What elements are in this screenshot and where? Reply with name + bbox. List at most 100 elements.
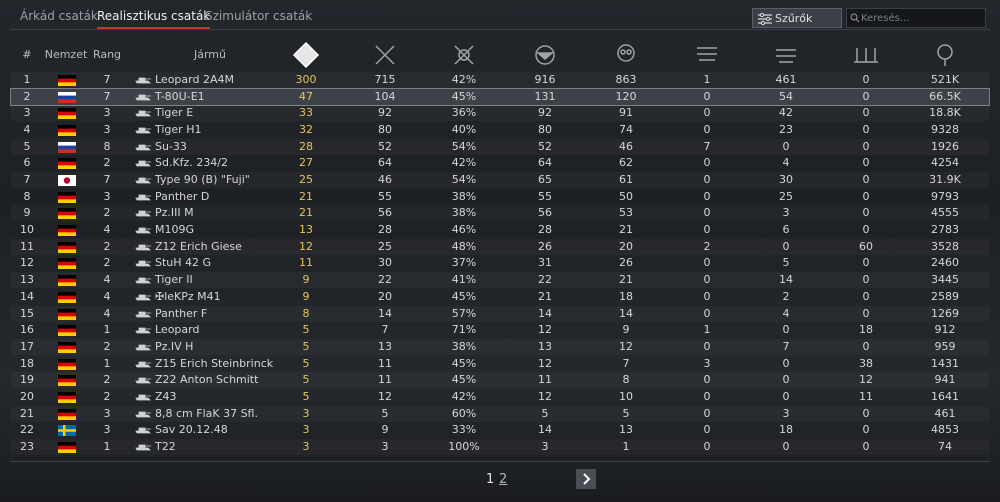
vehicle-icon [135,294,151,301]
nation-flag [58,175,76,187]
table-cell: 959 [934,339,956,353]
table-cell: 3 [302,423,310,437]
flag-stripe [58,245,76,250]
table-cell: 0 [862,173,870,187]
filter-icon [758,12,772,26]
table-cell: 28 [378,223,392,237]
table-cell: 7 [782,339,790,353]
table-cell: 27 [299,156,313,170]
table-cell: 3 [103,123,111,137]
table-row: 21 3 8,8 cm FlaK 37 Sfl. 3 5 60% 5 5 0 3 0 461 [11,406,989,422]
table-cell: 14 [779,273,793,287]
table-cell: 0 [703,306,711,320]
vehicle-shape [135,361,151,367]
table-cell: 0 [862,256,870,270]
table-cell: 0 [703,123,711,137]
table-cell: 42% [451,156,477,170]
table-cell: 65 [538,173,552,187]
table-cell: 0 [782,239,790,253]
table-cell: 0 [703,89,711,103]
table-cell: 62 [619,156,633,170]
table-cell: 5 [302,356,310,370]
filter-button[interactable]: Szűrők [752,8,842,28]
table-cell: 46 [619,139,633,153]
tab[interactable]: Árkád csaták [20,9,98,23]
table-cell: 21 [538,289,552,303]
table-cell: 31.9K [929,173,961,187]
table-cell: 18 [20,356,34,370]
next-page-button[interactable] [576,469,596,489]
vehicle-shape [135,77,151,84]
flag-stripe [58,91,76,96]
vehicle-shape [135,344,151,351]
nation-flag [58,258,76,270]
flag-stripe [58,112,76,116]
nation-flag [58,158,76,170]
table-cell: 55 [538,189,552,203]
table-cell: 0 [782,373,790,387]
table-cell: 4 [782,306,790,320]
table-cell: 1 [103,323,111,337]
flag-stripe [58,308,76,313]
table-cell: 45% [451,356,477,370]
table-cell: 13 [299,223,313,237]
table-cell: 3 [782,406,790,420]
flag-stripe [58,295,76,300]
table-cell: 4 [103,223,111,237]
table-cell: 3 [302,439,310,453]
table-cell: 3 [541,439,549,453]
table-cell: 0 [862,223,870,237]
nation-flag [58,275,76,287]
table-cell: 60 [859,239,873,253]
table-cell: 2 [23,89,31,103]
table-cell: 0 [703,373,711,387]
table-cell: 18 [619,289,633,303]
flag-stripe [58,212,76,216]
vehicle-name: Tiger E [155,106,194,120]
table-cell: 5 [381,406,389,420]
vehicle-icon [135,211,151,217]
table-cell: 3445 [931,273,959,287]
table-cell: 7 [103,73,111,86]
vehicle-icon [135,77,151,84]
table-cell: 47 [299,89,313,103]
table-cell: 13 [378,339,392,353]
table-cell: 1431 [931,356,959,370]
table-cell: 5 [302,389,310,403]
flag-stripe [58,115,76,120]
tab-active[interactable]: Realisztikus csaták [97,9,211,29]
vehicle-icon [135,311,151,317]
vehicle-name: T-80U-E1 [155,89,205,103]
table-cell: 12 [859,373,873,387]
vehicle-icon [135,94,151,101]
page-current[interactable]: 1 [486,472,495,487]
flag-stripe [58,141,76,146]
table-cell: 3 [103,106,111,120]
table-cell: 71% [451,323,477,337]
flag-stripe [58,415,76,420]
table-cell: 56 [378,206,392,220]
table-cell: 0 [862,189,870,203]
flag-stripe [58,228,76,233]
table-cell: 4 [782,156,790,170]
table-cell: 0 [862,273,870,287]
vehicle-name: Panther F [155,306,208,320]
table-cell: 300 [295,73,317,86]
vehicle-shape [135,394,151,401]
vehicle-shape [135,427,151,434]
vehicle-name: 8,8 cm FlaK 37 Sfl. [155,406,258,420]
table-cell: 42% [451,389,477,403]
page-link[interactable]: 2 [499,472,508,487]
nation-flag [58,358,76,370]
nation-flag [58,375,76,387]
flag-stripe [58,362,76,366]
table-cell: 9 [23,206,31,220]
table-cell: 0 [862,439,870,453]
table-cell: 0 [862,156,870,170]
tab[interactable]: Szimulátor csaták [205,9,313,23]
table-cell: 14 [538,423,552,437]
flag-stripe [58,158,76,163]
search-box[interactable]: Keresés... [846,8,986,28]
table-cell: 10 [20,223,34,237]
table-cell: 4 [103,289,111,303]
